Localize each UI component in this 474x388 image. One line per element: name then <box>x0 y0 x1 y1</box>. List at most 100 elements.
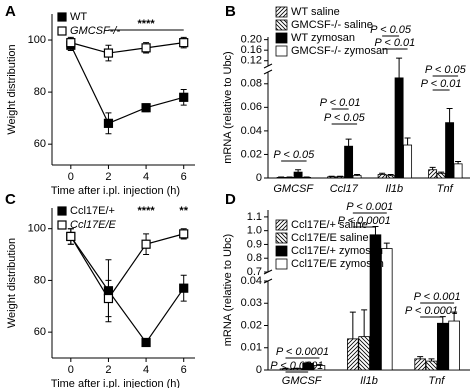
significance-label: P < 0.0001 <box>276 346 329 358</box>
x-tick-label: Il1b <box>385 183 403 195</box>
y-tick-label: 0 <box>256 364 262 376</box>
significance-label: P < 0.0001 <box>338 215 391 227</box>
error-bar <box>293 367 300 369</box>
panel-label: A <box>5 3 16 20</box>
bar <box>394 77 404 179</box>
line <box>70 236 185 344</box>
significance-label: P < 0.01 <box>421 78 462 90</box>
marker <box>141 337 151 348</box>
error-bar <box>328 175 335 177</box>
error-bar <box>361 309 368 337</box>
y-tick-top-label: 0.9 <box>247 238 262 250</box>
significance-label: P < 0.0001 <box>405 305 458 317</box>
error-bar <box>383 242 390 249</box>
x-tick-label: 4 <box>143 364 149 376</box>
error-bar <box>404 137 411 146</box>
error-bar <box>396 57 403 78</box>
significance-label: P < 0.01 <box>320 97 361 109</box>
y-axis-label: mRNA (relative to Ubc) <box>222 51 234 163</box>
legend-label: Ccl17E/E zymosan <box>291 258 384 270</box>
legend-marker <box>57 12 67 22</box>
legend-label: WT <box>70 11 87 23</box>
error-bar <box>295 169 302 173</box>
significance-label: **** <box>138 205 156 217</box>
marker <box>141 239 151 249</box>
legend-swatch <box>275 258 288 270</box>
y-tick-label: 0.01 <box>241 342 262 354</box>
bar <box>437 322 449 371</box>
marker <box>179 229 189 239</box>
legend-swatch <box>275 232 288 244</box>
y-tick-label: 100 <box>28 223 46 235</box>
bar <box>428 169 438 179</box>
bar <box>414 358 426 371</box>
panel-label: B <box>225 3 236 20</box>
significance-label: P < 0.05 <box>273 149 315 161</box>
error-bar <box>417 356 424 359</box>
legend-swatch <box>275 219 288 231</box>
x-tick-label: Ccl17 <box>330 183 359 195</box>
marker <box>179 38 189 48</box>
y-tick-label: 80 <box>34 274 46 286</box>
error-bar <box>438 171 445 174</box>
legend-label: WT saline <box>291 6 340 18</box>
legend-swatch <box>275 45 288 57</box>
marker <box>179 92 189 102</box>
legend-marker <box>57 220 67 230</box>
y-tick-label: 0 <box>256 172 262 184</box>
bar <box>425 360 438 371</box>
marker <box>103 118 114 128</box>
panel-label: D <box>225 191 236 208</box>
y-tick-label: 80 <box>34 86 46 98</box>
significance-label: P < 0.05 <box>370 24 412 36</box>
significance-label: P < 0.05 <box>324 112 366 124</box>
error-bar <box>349 311 356 339</box>
y-tick-label: 60 <box>34 138 46 150</box>
y-tick-top-label: 0.8 <box>247 252 262 264</box>
error-bar <box>455 161 462 164</box>
legend-label: WT zymosan <box>291 32 355 44</box>
significance-label: ** <box>179 205 188 217</box>
marker <box>179 283 189 293</box>
y-tick-label: 60 <box>34 326 46 338</box>
legend-swatch <box>275 32 288 44</box>
error-bar <box>387 173 394 176</box>
bar <box>347 338 359 371</box>
error-bar <box>439 316 446 324</box>
marker <box>141 103 151 113</box>
error-bar <box>446 108 453 123</box>
legend-label: GMCSF-/- saline <box>291 19 373 31</box>
bar <box>386 175 396 179</box>
marker <box>103 293 114 304</box>
error-bar <box>337 175 344 177</box>
error-bar <box>451 311 458 322</box>
marker <box>66 38 76 48</box>
marker <box>141 43 151 53</box>
y-tick-label: 0.06 <box>241 101 262 113</box>
error-bar <box>305 361 312 364</box>
x-tick-label: 6 <box>181 364 187 376</box>
error-bar <box>345 138 352 147</box>
legend-label: Ccl17E/E saline <box>291 232 369 244</box>
error-bar <box>282 367 289 369</box>
axis-break <box>263 63 273 75</box>
error-bar <box>354 173 361 176</box>
bar <box>448 320 460 371</box>
error-bar <box>379 172 386 175</box>
error-bar <box>428 358 435 362</box>
error-bar <box>372 226 379 235</box>
bar <box>358 336 370 371</box>
x-tick-label: Tnf <box>428 375 445 387</box>
y-tick-top-label: 1.0 <box>247 225 262 237</box>
bar <box>445 122 455 179</box>
significance-label: **** <box>138 18 156 30</box>
significance-label: P < 0.01 <box>374 37 415 49</box>
y-tick-top-label: 1.1 <box>247 211 262 223</box>
legend-label: Ccl17E/+ zymosan <box>291 245 383 257</box>
x-axis-label: Time after i.pl. injection (h) <box>51 185 180 197</box>
y-tick-top-label: 0.20 <box>241 34 262 46</box>
panel-label: C <box>5 191 16 208</box>
x-tick-label: GMCSF <box>282 375 323 387</box>
bar <box>436 172 446 179</box>
